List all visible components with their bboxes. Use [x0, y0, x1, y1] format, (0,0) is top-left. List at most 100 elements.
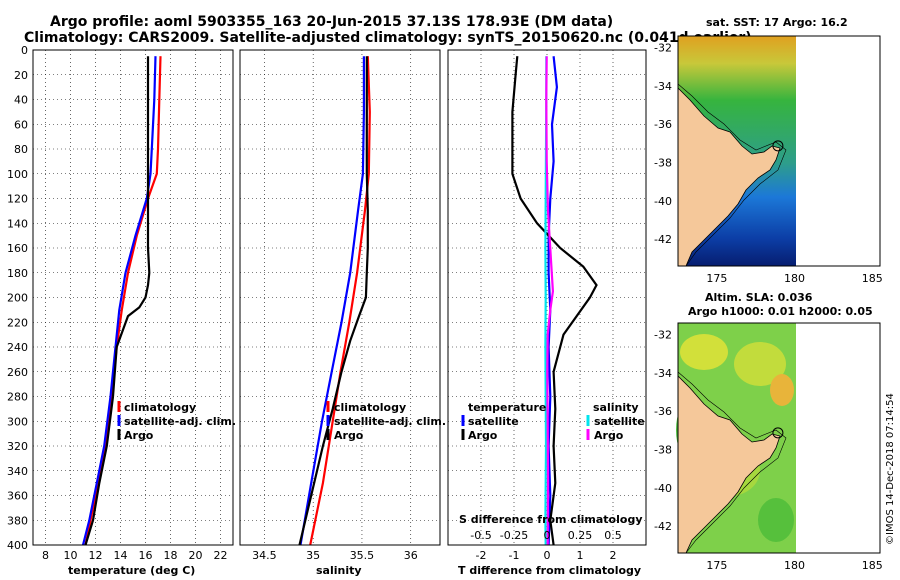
- legend-label-satellite: satellite-adj. clim.: [124, 415, 236, 428]
- x-tick-label: 1: [577, 549, 584, 562]
- series-line-climatology: [84, 56, 162, 546]
- depth-tick-label: 180: [7, 267, 28, 280]
- sla-map-title: Altim. SLA: 0.036: [705, 291, 813, 304]
- sla-low-anomaly: [758, 498, 794, 542]
- sst-map: sat. SST: 17 Argo: 16.2 -32-34-36-38-40-…: [654, 16, 883, 285]
- depth-tick-label: 60: [14, 118, 28, 131]
- s-difference-axis-label: S difference from climatology: [459, 513, 643, 526]
- difference-lines: [511, 56, 598, 546]
- depth-tick-label: 160: [7, 242, 28, 255]
- series-line-t-argo: [511, 56, 598, 546]
- imos-credit: ©IMOS 14-Dec-2018 07:14:54: [885, 393, 896, 545]
- x-tick-label: 36: [404, 549, 418, 562]
- t-difference-axis-label: T difference from climatology: [458, 564, 641, 577]
- argo-location-marker: [772, 140, 784, 152]
- x-tick-label: 35: [306, 549, 320, 562]
- land-mass: [677, 87, 781, 267]
- legend-label-climatology: climatology: [334, 401, 406, 414]
- latitude-tick-label: -40: [654, 482, 672, 495]
- legend-label-climatology: climatology: [124, 401, 196, 414]
- sst-longitude-tick-labels: 175 180 185: [706, 272, 882, 285]
- salinity-panel: 34.5 35 35.5 36 salinity climatology satell…: [239, 49, 446, 577]
- legend-label-t-argo: Argo: [468, 429, 498, 442]
- longitude-tick-label: 180: [784, 559, 805, 572]
- salinity-frame: [239, 49, 441, 546]
- latitude-tick-label: -40: [654, 195, 672, 208]
- difference-grid: [448, 49, 646, 546]
- depth-tick-label: 240: [7, 341, 28, 354]
- latitude-tick-label: -34: [654, 367, 672, 380]
- series-line-argo: [84, 56, 151, 546]
- depth-tick-label: 260: [7, 366, 28, 379]
- temperature-tick-labels: 8 10 12 14 16 18 20 22: [42, 549, 228, 562]
- argo-location-marker: [772, 427, 784, 439]
- legend-label-argo: Argo: [334, 429, 364, 442]
- x-tick-label: 18: [164, 549, 178, 562]
- depth-tick-label: 20: [14, 69, 28, 82]
- latitude-tick-label: -38: [654, 444, 672, 457]
- sla-high-anomaly: [680, 334, 728, 370]
- header-line-1: Argo profile: aoml 5903355_163 20-Jun-20…: [50, 14, 613, 30]
- legend-label-argo: Argo: [124, 429, 154, 442]
- x-tick-label: 35.5: [350, 549, 375, 562]
- latitude-tick-label: -32: [654, 42, 672, 55]
- sst-map-title: sat. SST: 17 Argo: 16.2: [706, 16, 848, 29]
- latitude-tick-label: -32: [654, 329, 672, 342]
- x-tick-label: -1: [509, 549, 520, 562]
- s-difference-tick-label: 0: [544, 529, 551, 542]
- sla-high-anomaly: [734, 342, 786, 386]
- series-line-climatology: [309, 56, 371, 546]
- sla-map-subtitle: Argo h1000: 0.01 h2000: 0.05: [688, 305, 873, 318]
- depth-tick-label: 40: [14, 94, 28, 107]
- depth-tick-labels: 0 20 40 60 80 100 120 140 160 180 200 220 240 260 280 3…: [7, 44, 28, 552]
- x-tick-label: 2: [610, 549, 617, 562]
- legend-title-temperature: temperature: [468, 401, 546, 414]
- sla-no-data: [796, 323, 880, 553]
- depth-tick-label: 400: [7, 539, 28, 552]
- x-tick-label: 12: [89, 549, 103, 562]
- x-tick-label: -2: [476, 549, 487, 562]
- depth-tick-label: 120: [7, 193, 28, 206]
- latitude-tick-label: -42: [654, 233, 672, 246]
- depth-tick-label: 140: [7, 217, 28, 230]
- longitude-tick-label: 185: [862, 272, 883, 285]
- temperature-lines: [81, 56, 162, 546]
- x-tick-label: 34.5: [252, 549, 277, 562]
- s-difference-tick-labels: -0.5 -0.25 0 0.25 0.5: [470, 529, 621, 542]
- depth-tick-label: 280: [7, 391, 28, 404]
- s-difference-tick-label: -0.5: [470, 529, 491, 542]
- depth-tick-label: 320: [7, 440, 28, 453]
- x-tick-label: 8: [42, 549, 49, 562]
- depth-tick-label: 360: [7, 490, 28, 503]
- temperature-panel: 0 20 40 60 80 100 120 140 160 180 200 220 240 260 280 3…: [7, 44, 236, 577]
- land-mass: [677, 375, 781, 554]
- s-difference-tick-label: 0.5: [604, 529, 622, 542]
- s-difference-tick-label: -0.25: [500, 529, 528, 542]
- sla-map-frame: [677, 322, 881, 554]
- salinity-grid: [240, 49, 440, 546]
- sla-latitude-tick-labels: -32 -34 -36 -38 -40 -42: [654, 329, 672, 534]
- depth-tick-label: 80: [14, 143, 28, 156]
- depth-tick-label: 380: [7, 514, 28, 527]
- sla-high-anomaly: [770, 374, 794, 406]
- latitude-tick-label: -42: [654, 520, 672, 533]
- depth-tick-label: 0: [21, 44, 28, 57]
- isobath-contour: [677, 371, 787, 554]
- salinity-axis-label: salinity: [316, 564, 362, 577]
- x-tick-label: 20: [189, 549, 203, 562]
- sst-no-data: [796, 36, 880, 266]
- salinity-tick-labels: 34.5 35 35.5 36: [252, 549, 418, 562]
- latitude-tick-label: -34: [654, 80, 672, 93]
- legend-label-t-satellite: satellite: [468, 415, 519, 428]
- depth-tick-label: 340: [7, 465, 28, 478]
- series-line-argo: [298, 56, 369, 546]
- longitude-tick-label: 175: [706, 272, 727, 285]
- salinity-legend: climatology satellite-adj. clim. Argo: [326, 401, 446, 442]
- series-line-satellite-adj-clim-: [81, 56, 157, 546]
- latitude-tick-label: -36: [654, 118, 672, 131]
- isobath-contour: [677, 83, 787, 267]
- latitude-tick-label: -36: [654, 405, 672, 418]
- header-line-2: Climatology: CARS2009. Satellite-adjuste…: [24, 30, 752, 46]
- legend-label-satellite: satellite-adj. clim.: [334, 415, 446, 428]
